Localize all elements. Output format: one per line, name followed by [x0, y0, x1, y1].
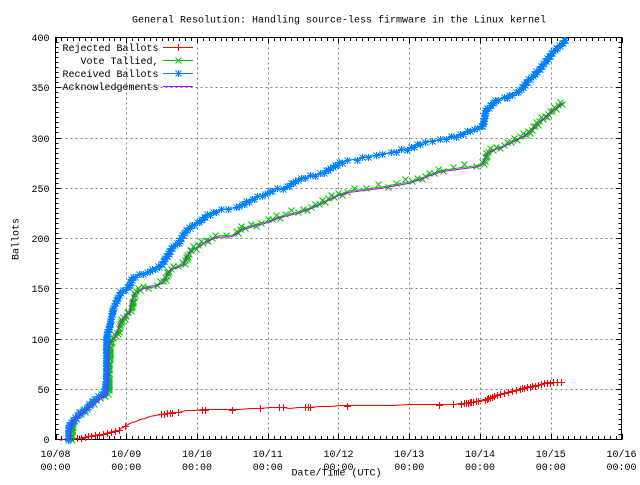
- svg-text:400: 400: [31, 34, 49, 45]
- svg-text:10/11: 10/11: [253, 449, 283, 461]
- svg-text:Vote Tallied,: Vote Tallied,: [80, 56, 158, 68]
- svg-text:50: 50: [37, 386, 49, 397]
- svg-text:00:00: 00:00: [536, 463, 566, 474]
- svg-text:00:00: 00:00: [111, 463, 141, 474]
- svg-text:0: 0: [43, 436, 49, 447]
- svg-text:250: 250: [31, 185, 49, 196]
- svg-text:200: 200: [31, 235, 49, 246]
- svg-text:Received Ballots: Received Ballots: [62, 69, 158, 81]
- svg-text:350: 350: [31, 84, 49, 95]
- svg-text:00:00: 00:00: [40, 463, 70, 474]
- svg-text:300: 300: [31, 135, 49, 146]
- svg-text:150: 150: [31, 285, 49, 296]
- svg-text:10/08: 10/08: [40, 449, 70, 461]
- svg-text:00:00: 00:00: [465, 463, 495, 474]
- svg-text:00:00: 00:00: [253, 463, 283, 474]
- svg-text:00:00: 00:00: [606, 463, 636, 474]
- svg-text:00:00: 00:00: [182, 463, 212, 474]
- svg-text:Date/Time (UTC): Date/Time (UTC): [291, 468, 381, 480]
- svg-text:00:00: 00:00: [394, 463, 424, 474]
- svg-text:10/15: 10/15: [536, 449, 566, 461]
- svg-text:General Resolution: Handling s: General Resolution: Handling source-less…: [132, 15, 546, 27]
- svg-text:10/14: 10/14: [465, 449, 495, 461]
- svg-text:Acknowledgements: Acknowledgements: [62, 82, 158, 94]
- svg-text:10/16: 10/16: [606, 449, 636, 461]
- svg-text:10/13: 10/13: [394, 449, 424, 461]
- svg-text:Ballots: Ballots: [11, 218, 23, 260]
- svg-text:10/10: 10/10: [182, 449, 212, 461]
- svg-text:10/12: 10/12: [323, 449, 353, 461]
- svg-text:Rejected Ballots: Rejected Ballots: [62, 43, 158, 55]
- svg-text:00:00: 00:00: [323, 463, 353, 474]
- svg-text:10/09: 10/09: [111, 449, 141, 461]
- svg-text:100: 100: [31, 336, 49, 347]
